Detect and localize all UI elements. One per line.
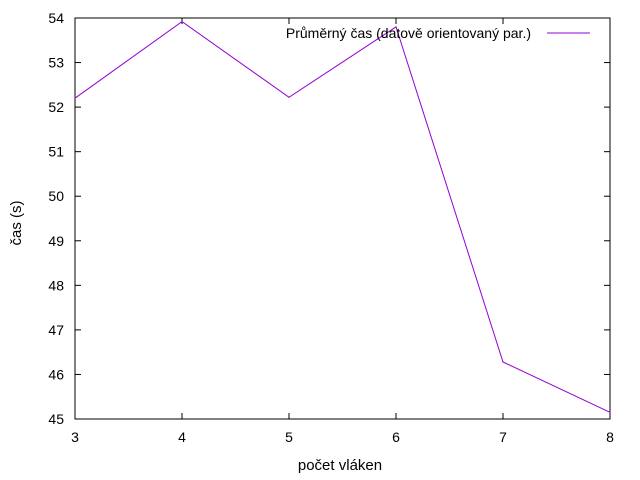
data-point	[609, 411, 611, 413]
series-layer	[74, 20, 611, 413]
data-point	[181, 20, 183, 23]
y-tick-label: 47	[48, 322, 64, 338]
data-point	[395, 26, 397, 28]
y-axis-ticks: 45 46 47 48 49 50 51 52 53 54	[48, 10, 610, 427]
x-tick-label: 8	[606, 429, 614, 445]
y-axis-label: čas (s)	[8, 200, 25, 245]
x-tick-label: 6	[392, 429, 400, 445]
y-tick-label: 52	[48, 99, 64, 115]
x-tick-label: 4	[178, 429, 186, 445]
legend: Průměrný čas (datově orientovaný par.)	[286, 25, 590, 41]
x-tick-label: 5	[285, 429, 293, 445]
x-tick-label: 3	[71, 429, 79, 445]
y-tick-label: 49	[48, 233, 64, 249]
y-tick-label: 50	[48, 188, 64, 204]
data-point	[288, 96, 290, 98]
x-tick-label: 7	[499, 429, 507, 445]
y-tick-label: 45	[48, 411, 64, 427]
legend-label-series-1: Průměrný čas (datově orientovaný par.)	[286, 25, 531, 41]
series-line-1	[74, 20, 611, 413]
plot-frame	[74, 17, 611, 420]
data-point	[74, 97, 76, 99]
y-tick-label: 54	[48, 10, 64, 26]
y-tick-label: 48	[48, 277, 64, 293]
x-axis-label: počet vláken	[298, 457, 382, 474]
y-tick-label: 51	[48, 144, 64, 160]
x-axis-ticks: 3 4 5 6 7 8	[71, 18, 614, 445]
data-point	[502, 361, 504, 363]
y-tick-label: 46	[48, 366, 64, 382]
y-tick-label: 53	[48, 55, 64, 71]
